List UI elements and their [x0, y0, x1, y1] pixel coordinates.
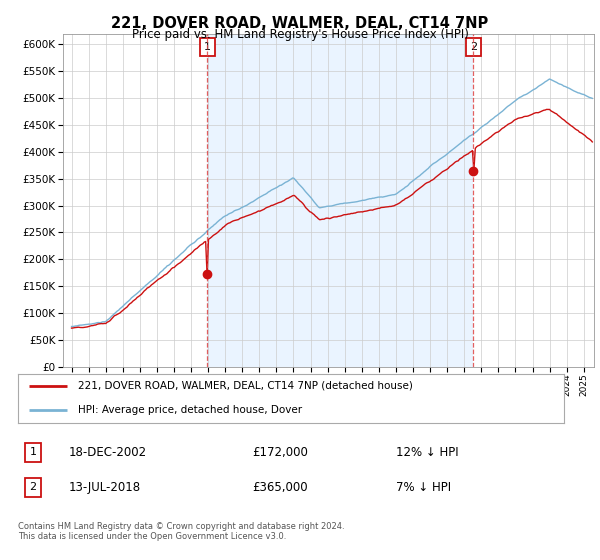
Text: £172,000: £172,000	[252, 446, 308, 459]
Text: Price paid vs. HM Land Registry's House Price Index (HPI): Price paid vs. HM Land Registry's House …	[131, 28, 469, 41]
Bar	[208, 34, 473, 367]
Text: £365,000: £365,000	[252, 480, 308, 494]
Text: 13-JUL-2018: 13-JUL-2018	[69, 480, 141, 494]
Text: 1: 1	[204, 42, 211, 52]
Text: HPI: Average price, detached house, Dover: HPI: Average price, detached house, Dove…	[78, 405, 302, 416]
Text: 12% ↓ HPI: 12% ↓ HPI	[396, 446, 458, 459]
Text: 221, DOVER ROAD, WALMER, DEAL, CT14 7NP: 221, DOVER ROAD, WALMER, DEAL, CT14 7NP	[112, 16, 488, 31]
Text: 2: 2	[470, 42, 477, 52]
Text: 2: 2	[29, 482, 37, 492]
Text: 1: 1	[29, 447, 37, 458]
Text: 18-DEC-2002: 18-DEC-2002	[69, 446, 147, 459]
Text: 7% ↓ HPI: 7% ↓ HPI	[396, 480, 451, 494]
Text: Contains HM Land Registry data © Crown copyright and database right 2024.
This d: Contains HM Land Registry data © Crown c…	[18, 522, 344, 542]
Text: 221, DOVER ROAD, WALMER, DEAL, CT14 7NP (detached house): 221, DOVER ROAD, WALMER, DEAL, CT14 7NP …	[78, 381, 413, 391]
